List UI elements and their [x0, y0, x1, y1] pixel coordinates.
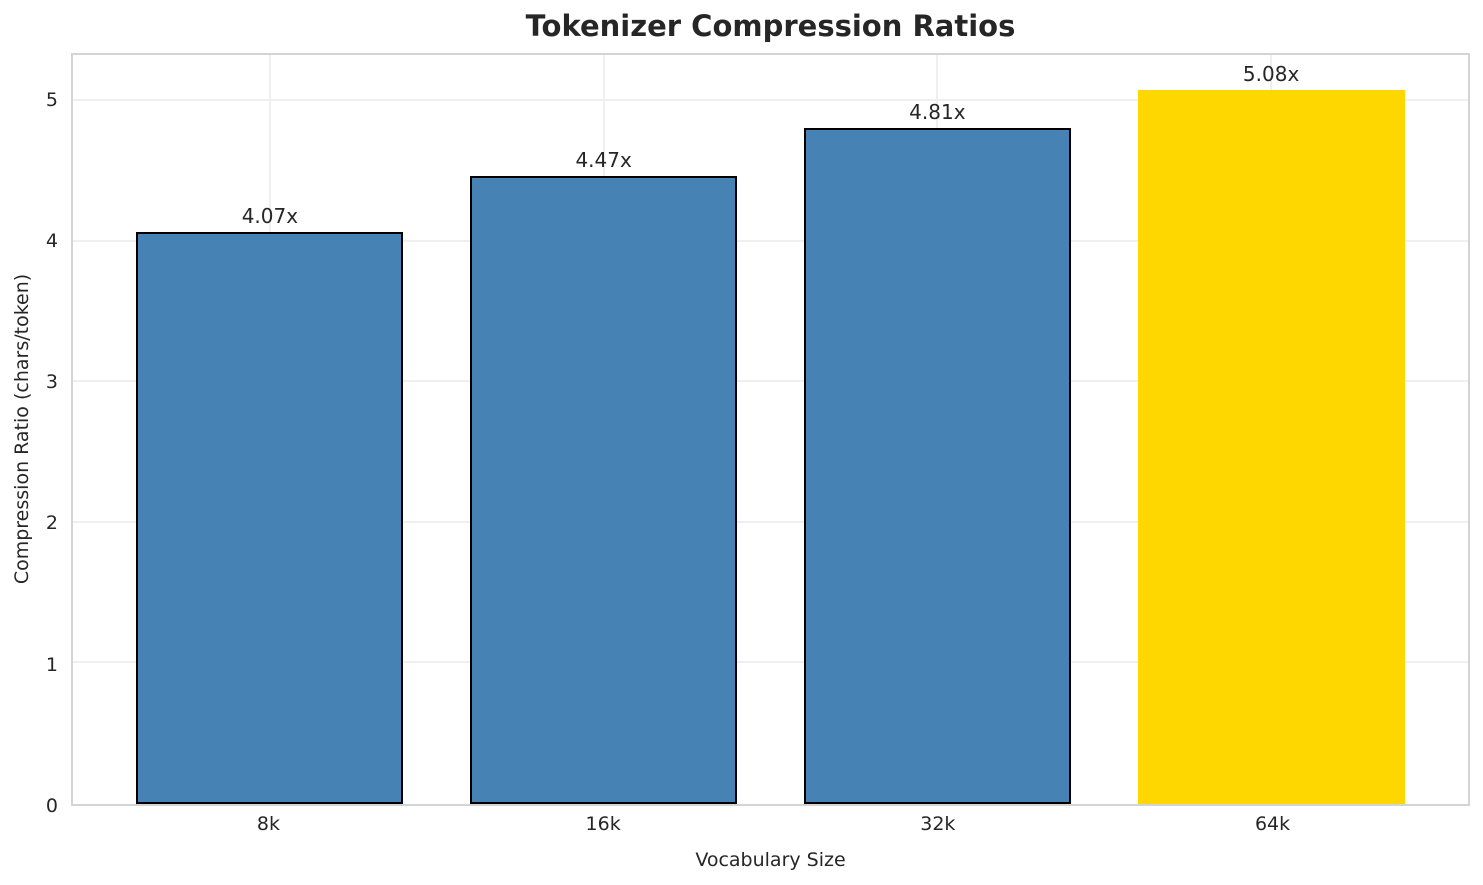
bar-32k: [803, 128, 1071, 804]
x-axis-label: Vocabulary Size: [695, 849, 846, 871]
bar-value-label-8k: 4.07x: [241, 204, 299, 229]
y-tick-2: 2: [45, 512, 58, 535]
bar-value-label-64k: 5.08x: [1242, 62, 1300, 87]
x-tick-16k: 16k: [585, 813, 621, 835]
gridline-h-4: [73, 239, 1468, 242]
chart-title: Tokenizer Compression Ratios: [525, 9, 1016, 43]
bar-64k: [1137, 90, 1405, 804]
y-tick-4: 4: [45, 229, 58, 252]
y-axis: 0 1 2 3 4 5: [0, 53, 58, 817]
x-tick-8k: 8k: [256, 813, 280, 835]
gridline-h-1: [73, 661, 1468, 664]
gridline-h-3: [73, 380, 1468, 383]
x-tick-32k: 32k: [920, 813, 956, 835]
plot-area: 4.07x 4.47x 4.81x 5.08x: [71, 53, 1470, 806]
y-tick-1: 1: [45, 653, 58, 676]
x-axis: 8k 16k 32k 64k: [71, 812, 1470, 838]
bar-16k: [470, 175, 738, 804]
gridline-h-2: [73, 520, 1468, 523]
bar-8k: [136, 232, 404, 804]
y-tick-0: 0: [45, 795, 58, 817]
y-tick-3: 3: [45, 371, 58, 394]
gridline-h-5: [73, 99, 1468, 102]
bar-value-label-16k: 4.47x: [575, 147, 632, 172]
bar-value-label-32k: 4.81x: [909, 100, 966, 125]
y-tick-5: 5: [45, 88, 58, 111]
x-tick-64k: 64k: [1254, 813, 1291, 835]
